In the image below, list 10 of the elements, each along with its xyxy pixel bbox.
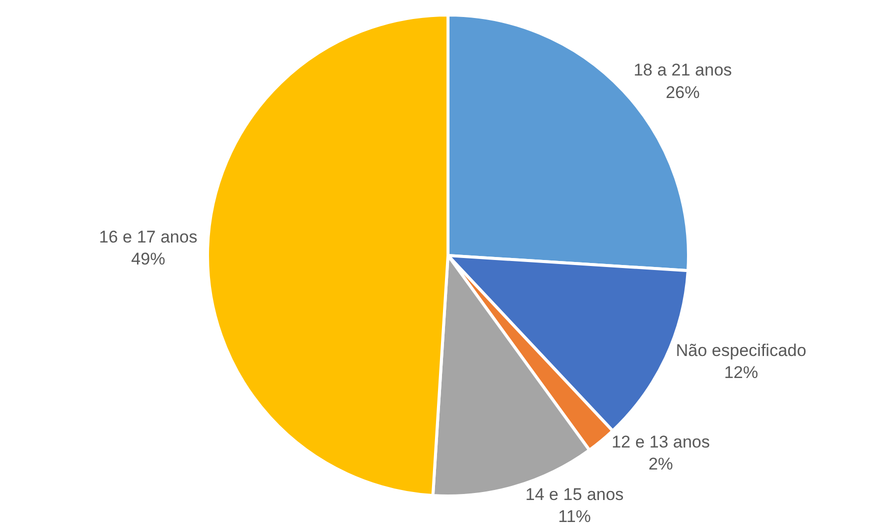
- data-label: 26%: [666, 82, 700, 102]
- slice-label: 14 e 15 anos: [525, 484, 624, 504]
- data-label: 49%: [131, 249, 166, 268]
- data-label: 2%: [648, 454, 674, 474]
- data-label: 11%: [558, 506, 591, 526]
- slice-label: Não especificado: [676, 341, 806, 360]
- slice-label: 18 a 21 anos: [634, 60, 732, 80]
- slice-label: 12 e 13 anos: [612, 432, 710, 452]
- slice-label: 16 e 17 anos: [99, 227, 198, 246]
- data-label: 12%: [724, 363, 758, 382]
